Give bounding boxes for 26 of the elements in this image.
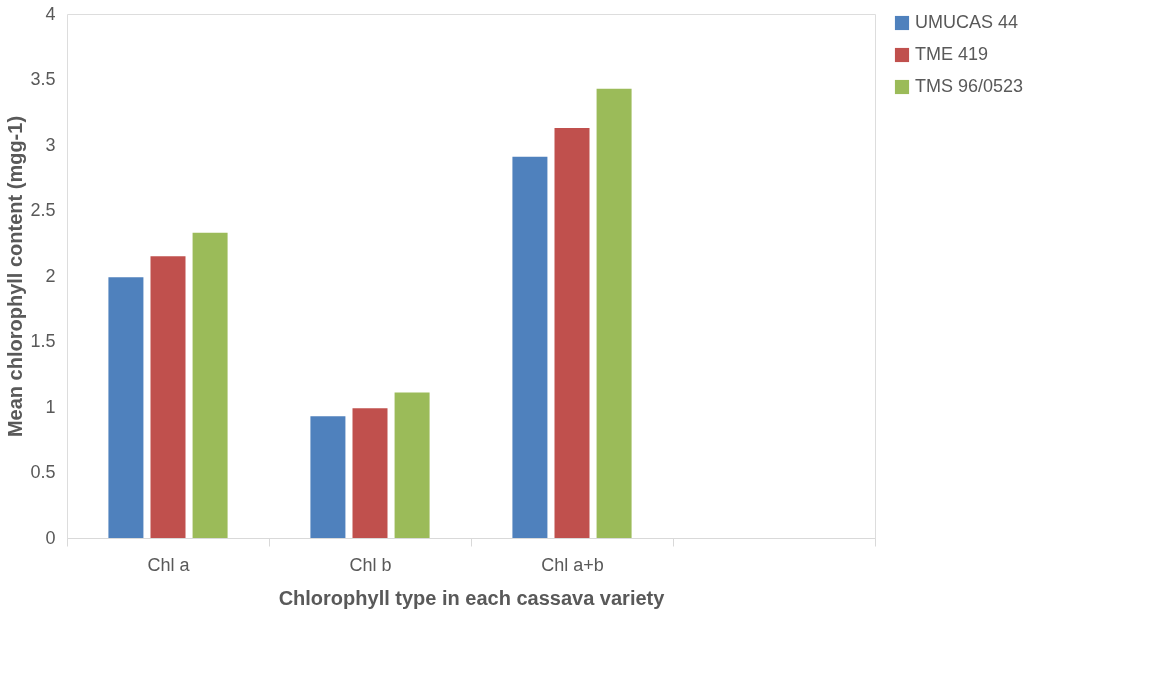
x-tick-label: Chl a xyxy=(147,554,191,575)
x-axis-title: Chlorophyll type in each cassava variety xyxy=(278,586,666,609)
y-tick-label: 3 xyxy=(45,134,56,155)
bar xyxy=(150,256,186,538)
x-tick-label: Chl b xyxy=(349,554,392,575)
y-tick-label: 0 xyxy=(45,527,56,548)
bar xyxy=(108,277,144,538)
y-tick-label: 4 xyxy=(45,3,56,24)
y-tick-label: 2.5 xyxy=(30,200,56,220)
legend-label: TME 419 xyxy=(915,44,989,64)
bar xyxy=(554,127,590,538)
y-tick-label: 3.5 xyxy=(30,69,56,89)
y-tick-label: 1.5 xyxy=(30,331,56,351)
y-tick-label: 1 xyxy=(45,396,56,417)
y-axis-title: Mean chlorophyll content (mgg-1) xyxy=(4,115,27,438)
legend-label: UMUCAS 44 xyxy=(915,12,1019,32)
x-tick-label: Chl a+b xyxy=(541,554,604,575)
bar xyxy=(310,416,346,538)
bar xyxy=(192,232,228,538)
legend-label: TMS 96/0523 xyxy=(915,76,1024,96)
y-tick-label: 2 xyxy=(45,265,56,286)
bar xyxy=(394,392,430,538)
y-tick-label: 0.5 xyxy=(30,462,56,482)
bar xyxy=(596,88,632,538)
bar xyxy=(512,156,548,538)
bar xyxy=(352,408,388,538)
